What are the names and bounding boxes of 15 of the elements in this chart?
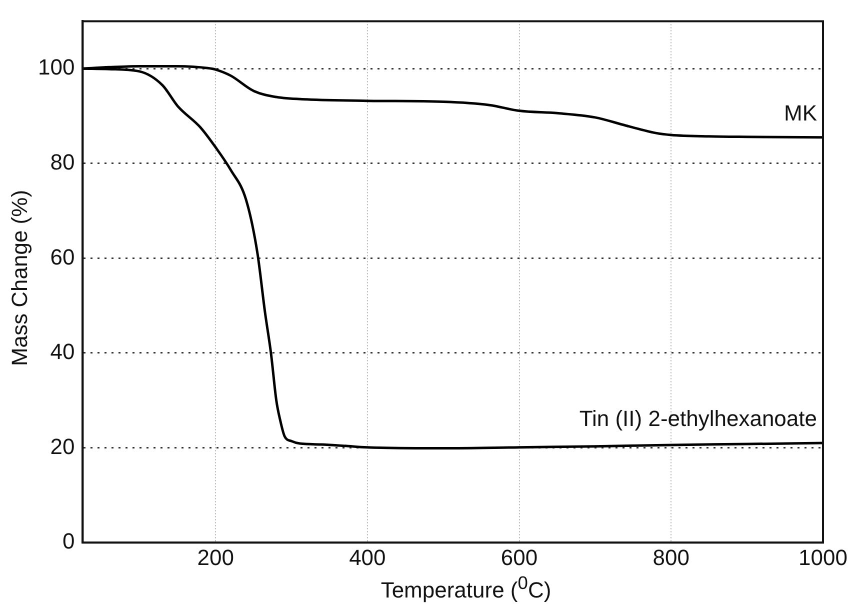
y-tick-label: 80 — [50, 149, 75, 174]
y-tick-label: 100 — [38, 54, 75, 80]
series-label: Tin (II) 2-ethylhexanoate — [579, 406, 817, 432]
x-tick-label: 1000 — [798, 544, 848, 570]
y-tick-label: 20 — [50, 434, 75, 459]
x-tick-label: 800 — [652, 544, 690, 570]
x-tick-label: 400 — [349, 544, 386, 570]
y-tick-label: 60 — [50, 244, 75, 270]
y-tick-label: 40 — [50, 339, 75, 364]
y-axis-title: Mass Change (%) — [7, 188, 33, 368]
x-tick-label: 200 — [197, 544, 234, 570]
y-tick-label: 0 — [62, 528, 75, 554]
x-axis-title: Temperature ($^{0}$C) — [380, 572, 552, 604]
x-tick-label: 600 — [500, 544, 538, 570]
series-label: MK — [784, 100, 818, 126]
